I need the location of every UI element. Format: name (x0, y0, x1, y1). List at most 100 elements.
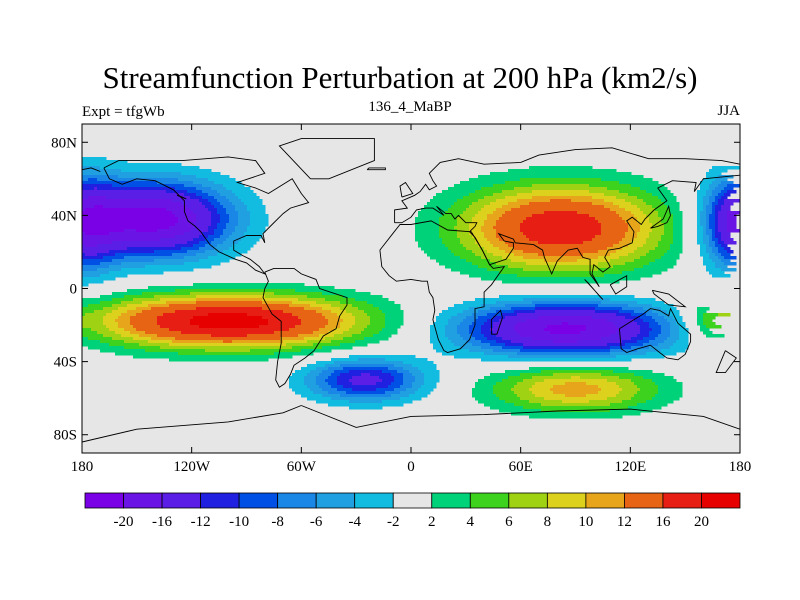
contour-cell (619, 190, 647, 194)
contour-cell (493, 184, 533, 188)
contour-cell (619, 328, 641, 332)
contour-cell (439, 232, 458, 236)
contour-cell (631, 211, 644, 215)
contour-cell (616, 211, 632, 215)
contour-cell (463, 319, 476, 323)
contour-cell (640, 325, 650, 329)
contour-cell (247, 334, 299, 338)
contour-cell (148, 286, 335, 290)
contour-cell (205, 205, 215, 209)
contour-cell (706, 334, 725, 338)
contour-cell (442, 190, 476, 194)
contour-cell (544, 397, 608, 401)
contour-cell (82, 298, 113, 302)
contour-cell (340, 307, 359, 311)
contour-cell (493, 388, 512, 392)
contour-cell (175, 223, 194, 227)
contour-cell (697, 199, 704, 203)
contour-cell (718, 226, 728, 230)
contour-cell (307, 295, 344, 299)
contour-cell (502, 379, 524, 383)
contour-cell (700, 220, 707, 224)
contour-cell (703, 202, 710, 206)
contour-cell (676, 319, 683, 323)
contour-cell (481, 328, 491, 332)
contour-cell (496, 208, 512, 212)
contour-cell (97, 253, 116, 257)
contour-cell (472, 322, 485, 326)
contour-cell (673, 316, 683, 320)
contour-cell (217, 190, 233, 194)
contour-cell (481, 187, 515, 191)
colorbar-swatch (431, 492, 471, 509)
contour-cell (718, 229, 728, 233)
contour-cell (649, 232, 665, 236)
contour-cell (562, 400, 590, 404)
contour-cell (649, 250, 668, 254)
contour-cell (658, 322, 671, 326)
contour-cell (202, 196, 215, 200)
contour-cell (421, 247, 449, 251)
contour-cell (715, 244, 722, 248)
contour-cell (586, 325, 617, 329)
contour-cell (589, 184, 632, 188)
contour-cell (436, 259, 467, 263)
contour-cell (655, 319, 668, 323)
contour-cell (577, 259, 611, 263)
contour-cell (337, 376, 353, 380)
contour-cell (418, 214, 443, 218)
contour-cell (184, 232, 203, 236)
contour-cell (709, 253, 716, 257)
contour-cell (313, 391, 329, 395)
contour-cell (244, 235, 263, 239)
contour-cell (160, 346, 293, 350)
contour-cell (697, 220, 701, 224)
contour-cell (706, 244, 710, 248)
contour-cell (325, 379, 338, 383)
contour-cell (472, 334, 485, 338)
contour-cell (205, 250, 224, 254)
contour-cell (331, 373, 341, 377)
contour-cell (316, 301, 341, 305)
contour-cell (97, 331, 116, 335)
contour-cell (307, 373, 320, 377)
contour-cell (442, 214, 461, 218)
contour-cell (721, 268, 737, 272)
contour-cell (145, 331, 182, 335)
contour-cell (436, 193, 470, 197)
contour-cell (532, 385, 554, 389)
contour-cell (454, 355, 509, 359)
contour-cell (700, 223, 707, 227)
contour-cell (433, 346, 461, 350)
contour-cell (82, 202, 182, 206)
x-tick-label: 60W (287, 459, 317, 475)
contour-cell (568, 322, 614, 326)
contour-cell (328, 376, 338, 380)
contour-cell (196, 214, 212, 218)
contour-cell (421, 370, 440, 374)
contour-cell (223, 184, 245, 188)
contour-cell (673, 214, 683, 218)
contour-cell (103, 334, 122, 338)
contour-cell (679, 331, 689, 335)
contour-cell (337, 382, 353, 386)
contour-cell (493, 316, 506, 320)
contour-cell (697, 229, 704, 233)
contour-cell (610, 259, 635, 263)
contour-cell (490, 373, 521, 377)
contour-cell (709, 199, 716, 203)
contour-cell (403, 373, 413, 377)
contour-cell (670, 322, 677, 326)
contour-cell (517, 331, 551, 335)
contour-cell (505, 343, 524, 347)
contour-cell (112, 310, 128, 314)
contour-cell (418, 367, 437, 371)
contour-cell (463, 337, 476, 341)
contour-cell (496, 340, 512, 344)
colorbar-label: 10 (578, 514, 593, 530)
contour-cell (523, 250, 599, 254)
contour-cell (469, 349, 494, 353)
contour-cell (157, 319, 191, 323)
contour-cell (532, 337, 602, 341)
